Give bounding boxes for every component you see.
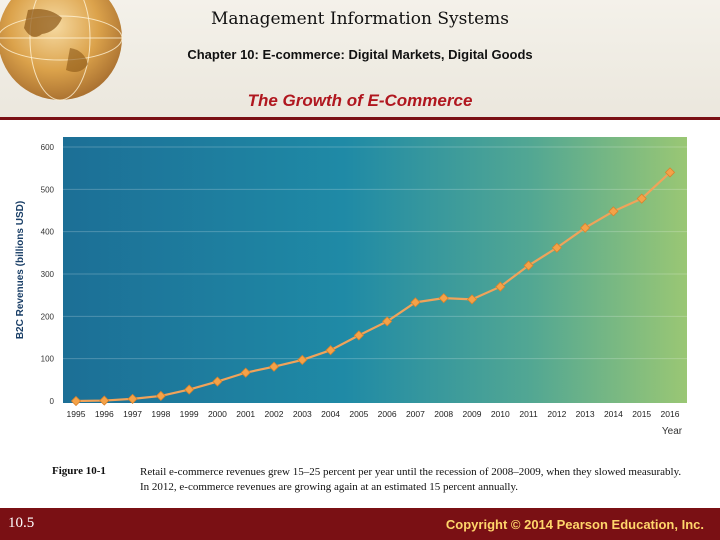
y-tick-label: 200 bbox=[41, 312, 55, 321]
data-point-2013 bbox=[580, 222, 591, 233]
x-tick-label: 2015 bbox=[632, 409, 651, 419]
x-tick-label: 2006 bbox=[378, 409, 397, 419]
data-point-2004 bbox=[325, 345, 336, 356]
data-point-2001 bbox=[240, 367, 251, 378]
data-point-2014 bbox=[608, 206, 619, 217]
copyright-notice: Copyright © 2014 Pearson Education, Inc. bbox=[445, 517, 704, 532]
data-point-2010 bbox=[495, 281, 506, 292]
data-point-2016 bbox=[664, 167, 676, 178]
x-tick-label: 2002 bbox=[265, 409, 284, 419]
data-point-2012 bbox=[551, 242, 562, 253]
x-tick-label: 2001 bbox=[236, 409, 255, 419]
x-tick-label: 1998 bbox=[151, 409, 170, 419]
data-point-1996 bbox=[99, 395, 110, 406]
x-axis-label: Year bbox=[662, 426, 683, 437]
data-point-2011 bbox=[523, 260, 534, 271]
x-tick-label: 1999 bbox=[180, 409, 199, 419]
x-tick-label: 2000 bbox=[208, 409, 227, 419]
y-tick-label: 100 bbox=[41, 355, 55, 364]
data-point-1999 bbox=[184, 384, 195, 395]
data-point-1997 bbox=[127, 393, 138, 404]
data-point-2003 bbox=[297, 354, 308, 366]
y-tick-label: 300 bbox=[41, 270, 55, 279]
x-tick-label: 2013 bbox=[576, 409, 595, 419]
slide-number: 10.5 bbox=[8, 515, 35, 531]
y-tick-label: 0 bbox=[50, 397, 55, 406]
x-tick-label: 2014 bbox=[604, 409, 623, 419]
figure-caption: Retail e-commerce revenues grew 15–25 pe… bbox=[140, 466, 682, 493]
x-tick-label: 1997 bbox=[123, 409, 142, 419]
x-tick-label: 2008 bbox=[434, 409, 453, 419]
data-point-2006 bbox=[382, 316, 393, 327]
data-point-1995 bbox=[70, 395, 82, 407]
x-tick-label: 1995 bbox=[67, 409, 86, 419]
data-point-2002 bbox=[268, 361, 280, 372]
y-tick-label: 500 bbox=[41, 185, 55, 194]
data-point-2015 bbox=[636, 193, 647, 204]
figure-label: Figure 10-1 bbox=[52, 465, 106, 477]
header-divider bbox=[0, 117, 720, 120]
slide-course-title: Management Information Systems bbox=[210, 9, 510, 29]
data-point-2005 bbox=[353, 330, 364, 341]
x-tick-label: 2005 bbox=[349, 409, 368, 419]
slide-chapter-subtitle: Chapter 10: E-commerce: Digital Markets,… bbox=[187, 47, 533, 62]
x-tick-label: 2009 bbox=[463, 409, 482, 419]
data-point-2009 bbox=[466, 294, 478, 305]
y-axis-label: B2C Revenues (billions USD) bbox=[15, 201, 26, 339]
x-tick-label: 2016 bbox=[661, 409, 680, 419]
data-point-1998 bbox=[155, 390, 166, 401]
globe-icon bbox=[0, 0, 160, 120]
data-point-2000 bbox=[212, 376, 223, 387]
plot-background bbox=[63, 137, 687, 403]
page-title: The Growth of E-Commerce bbox=[247, 91, 473, 110]
series-line bbox=[75, 171, 671, 403]
x-tick-label: 2012 bbox=[547, 409, 566, 419]
x-tick-label: 1996 bbox=[95, 409, 114, 419]
x-tick-label: 2007 bbox=[406, 409, 425, 419]
data-point-2008 bbox=[438, 293, 449, 304]
slide-header bbox=[0, 0, 720, 120]
y-tick-label: 600 bbox=[41, 143, 55, 152]
slide-footer: 10.5 Copyright © 2014 Pearson Education,… bbox=[0, 508, 720, 540]
x-tick-label: 2003 bbox=[293, 409, 312, 419]
y-tick-label: 400 bbox=[41, 228, 55, 237]
x-tick-label: 2010 bbox=[491, 409, 510, 419]
data-point-2007 bbox=[410, 297, 421, 308]
x-tick-label: 2011 bbox=[519, 409, 538, 419]
x-tick-label: 2004 bbox=[321, 409, 340, 419]
revenue-line-chart: 0 100 200 300 400 500 600 1995 1996 1997 1998 1999… bbox=[15, 137, 687, 437]
